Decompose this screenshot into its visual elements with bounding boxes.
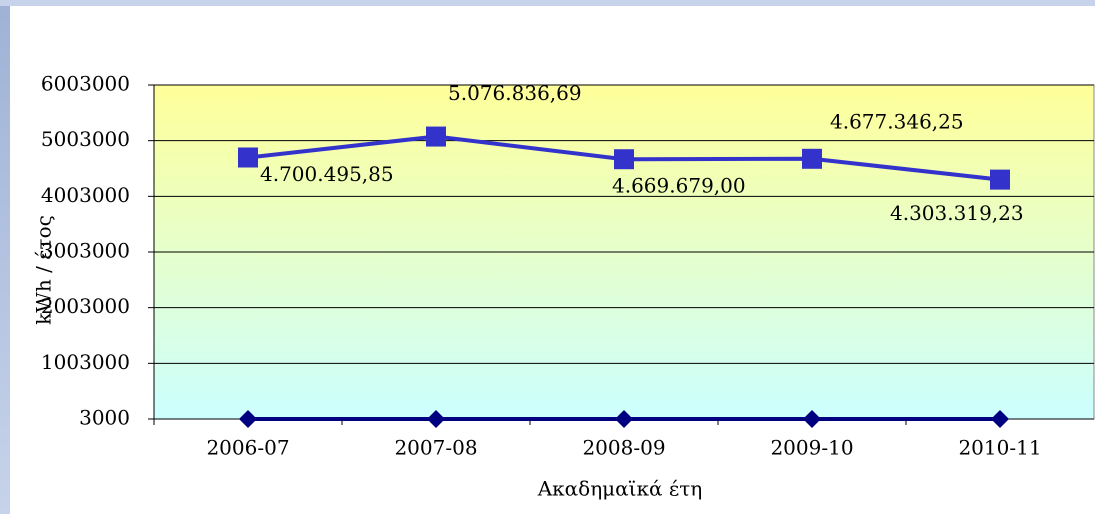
data-label: 4.677.346,25 — [830, 109, 964, 133]
data-label: 4.669.679,00 — [612, 174, 746, 198]
marker — [802, 148, 822, 169]
marker — [615, 410, 633, 428]
marker — [991, 410, 1009, 428]
y-tick-label: 5003000 — [41, 127, 130, 151]
y-tick-label: 2003000 — [41, 294, 130, 318]
data-label: 4.303.319,23 — [890, 201, 1024, 225]
data-label: 5.076.836,69 — [448, 81, 582, 105]
x-tick-label: 2007-08 — [394, 436, 477, 460]
marker — [803, 410, 821, 428]
y-axis-title: kWh / έτος — [32, 215, 56, 325]
marker — [426, 126, 446, 147]
x-axis-title: Ακαδημαϊκά έτη — [537, 477, 703, 501]
y-tick-label: 1003000 — [41, 350, 130, 374]
marker — [238, 147, 258, 168]
marker — [427, 410, 445, 428]
y-tick-label: 3003000 — [41, 239, 130, 263]
y-tick-label: 3000 — [79, 406, 130, 430]
x-tick-label: 2010-11 — [958, 436, 1041, 460]
y-tick-label: 4003000 — [41, 183, 130, 207]
data-label: 4.700.495,85 — [260, 162, 394, 186]
frame-edge — [0, 0, 10, 514]
marker — [990, 169, 1010, 190]
frame-top — [0, 0, 1095, 6]
x-tick-label: 2009-10 — [770, 436, 853, 460]
marker — [239, 410, 257, 428]
y-tick-label: 6003000 — [41, 72, 130, 96]
x-tick-label: 2006-07 — [206, 436, 289, 460]
x-tick-label: 2008-09 — [582, 436, 665, 460]
marker — [614, 149, 634, 170]
